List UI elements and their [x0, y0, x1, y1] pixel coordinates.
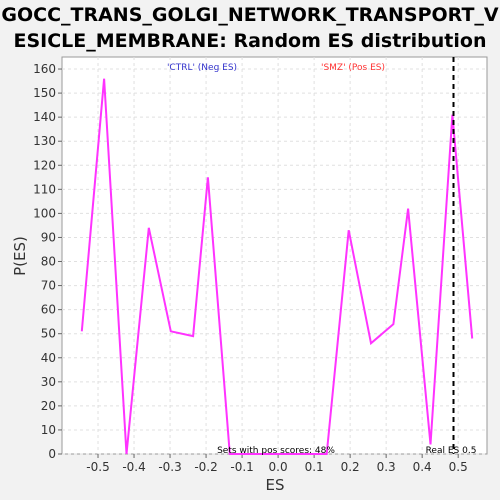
x-axis-label: ES [266, 476, 285, 494]
x-tick-label: -0.4 [122, 460, 145, 474]
y-tick-label: 80 [41, 255, 56, 269]
x-tick-label: 0.4 [413, 460, 432, 474]
y-tick-label: 140 [33, 110, 56, 124]
y-tick-label: 30 [41, 375, 56, 389]
series-line [80, 78, 474, 455]
x-tick-label: 0.3 [377, 460, 396, 474]
y-tick-label: 50 [41, 327, 56, 341]
sets-with-pos-scores-label: Sets with pos scores: 48% [217, 446, 335, 456]
x-tick-label: -0.3 [158, 460, 181, 474]
y-tick-label: 130 [33, 134, 56, 148]
x-tick-label: 0.0 [269, 460, 288, 474]
y-tick-label: 90 [41, 230, 56, 244]
y-tick-label: 160 [33, 62, 56, 76]
y-tick-label: 110 [33, 182, 56, 196]
real-es-label: Real ES 0.5 [426, 446, 477, 456]
y-tick-label: 10 [41, 423, 56, 437]
x-axis-ticks: -0.5 -0.4 -0.3 -0.2 -0.1 0.0 0.1 0.2 0.3 0.4 0.5 [86, 454, 468, 474]
grid-lines [62, 57, 487, 455]
y-tick-label: 120 [33, 158, 56, 172]
x-tick-label: -0.1 [230, 460, 253, 474]
chart-title-line2: ESICLE_MEMBRANE: Random ES distribution [13, 30, 487, 52]
y-tick-label: 70 [41, 279, 56, 293]
pos-es-label: 'SMZ' (Pos ES) [321, 63, 385, 73]
y-axis-label: P(ES) [11, 236, 29, 276]
y-tick-label: 150 [33, 86, 56, 100]
y-tick-label: 60 [41, 303, 56, 317]
x-tick-label: 0.2 [341, 460, 360, 474]
y-tick-label: 100 [33, 206, 56, 220]
chart-title: GOCC_TRANS_GOLGI_NETWORK_TRANSPORT_V ESI… [0, 0, 500, 54]
x-tick-label: -0.2 [194, 460, 217, 474]
y-tick-label: 40 [41, 351, 56, 365]
x-tick-label: -0.5 [86, 460, 109, 474]
x-tick-label: 0.1 [305, 460, 324, 474]
plot-area [61, 56, 488, 455]
chart-title-line1: GOCC_TRANS_GOLGI_NETWORK_TRANSPORT_V [1, 4, 499, 26]
y-tick-label: 20 [41, 399, 56, 413]
y-tick-label: 0 [48, 447, 56, 461]
y-axis-ticks: 0 10 20 30 40 50 60 70 80 90 100 110 120 130 140 150 160 [33, 62, 62, 461]
x-tick-label: 0.5 [449, 460, 468, 474]
neg-es-label: 'CTRL' (Neg ES) [167, 63, 237, 73]
